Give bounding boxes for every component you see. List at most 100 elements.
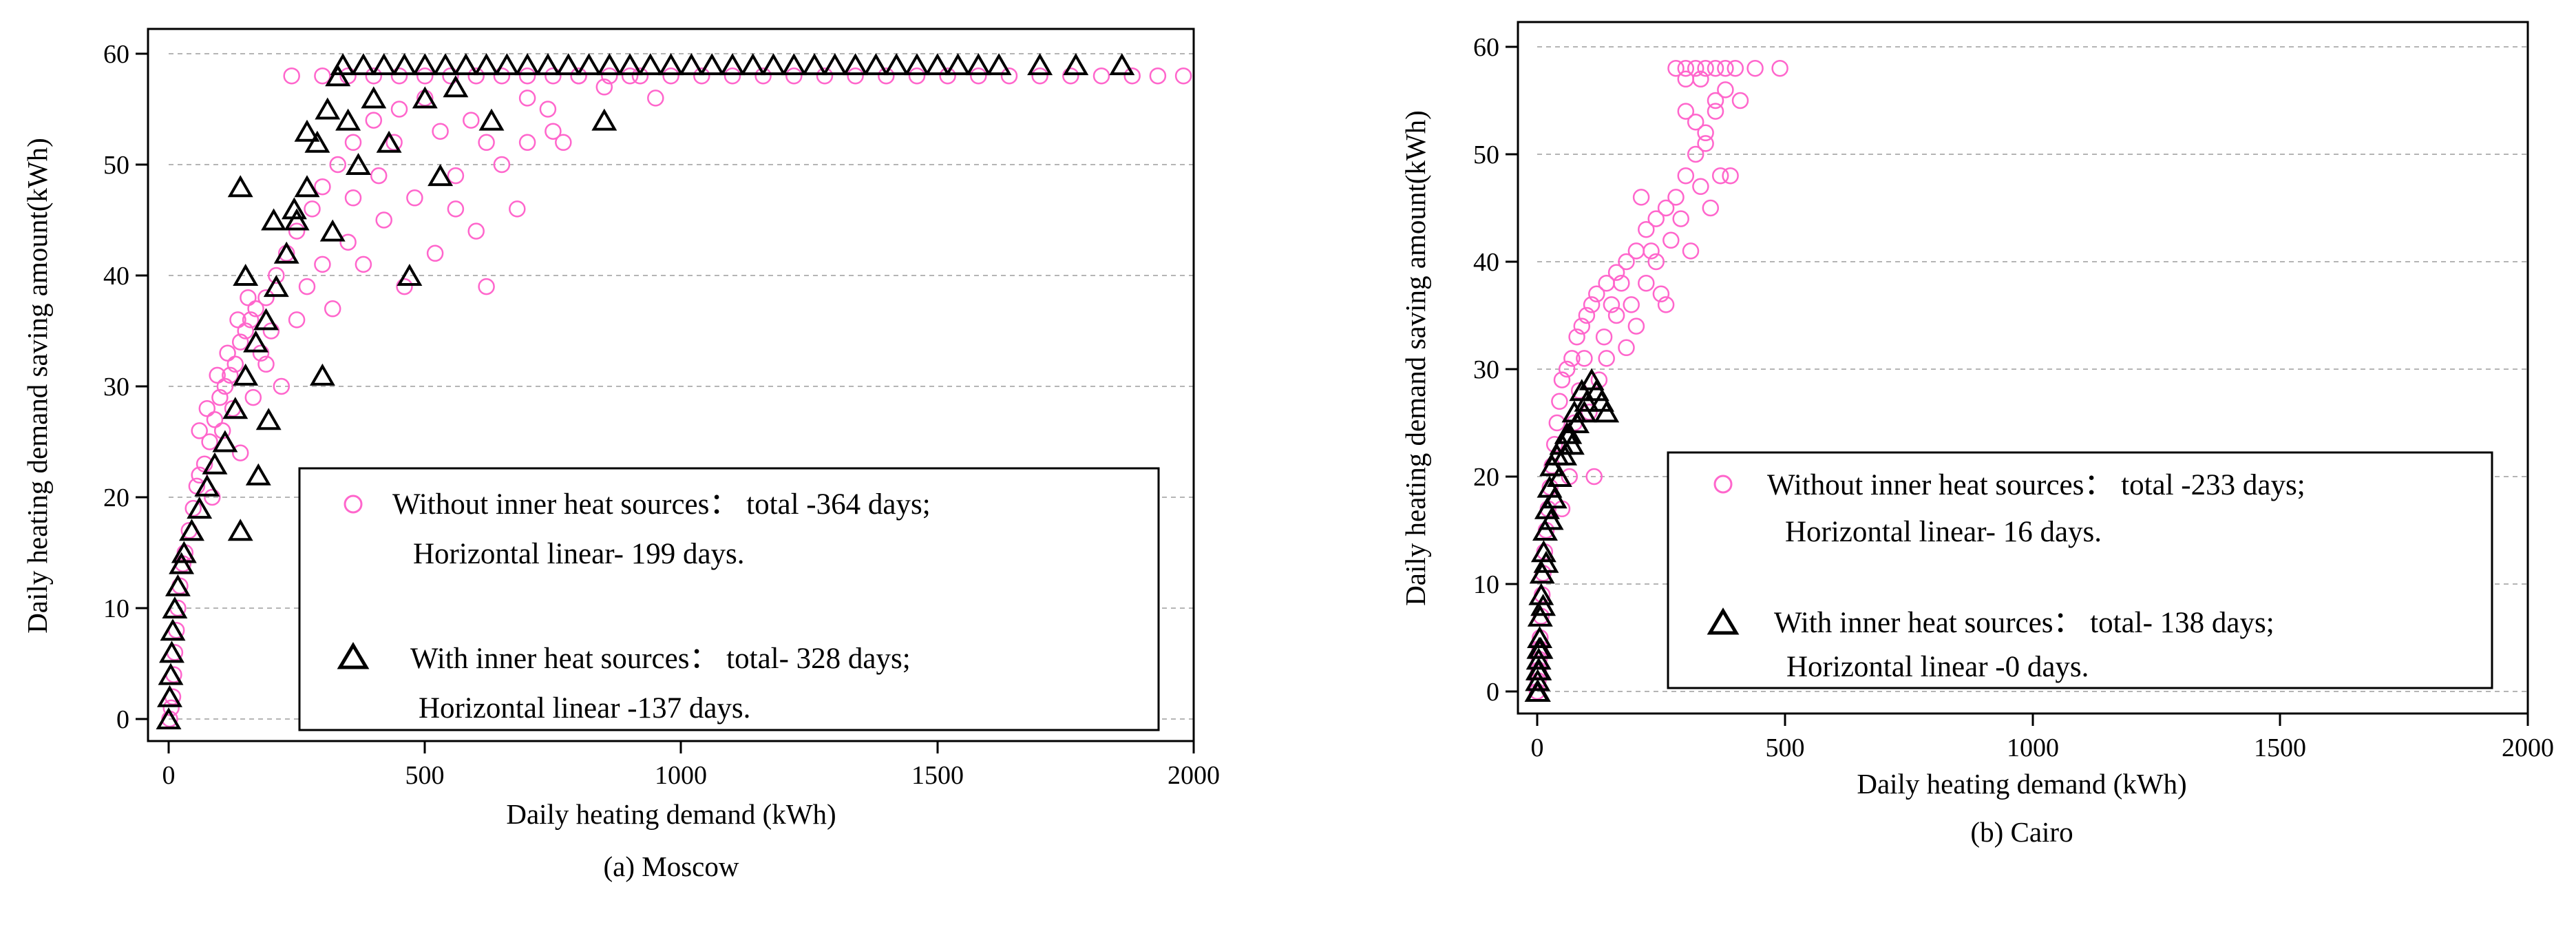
data-point-circle	[1618, 339, 1635, 357]
data-point-circle	[1092, 67, 1110, 85]
y-tick-label: 40	[1473, 248, 1499, 277]
data-point-triangle	[637, 53, 664, 76]
legend-entry-without-line2: Horizontal linear- 16 days.	[1785, 516, 2102, 548]
data-point-circle	[257, 355, 275, 373]
data-point-circle	[662, 67, 679, 85]
x-axis-title: Daily heating demand (kWh)	[1857, 768, 2186, 800]
data-point-circle	[1682, 242, 1700, 260]
figure-caption: (b) Cairo	[1970, 816, 2073, 848]
data-point-circle	[939, 67, 956, 85]
data-point-circle	[288, 222, 306, 240]
data-point-circle	[1652, 285, 1670, 303]
data-point-triangle	[443, 75, 469, 98]
data-point-circle	[1603, 296, 1620, 313]
legend-entry-without-line1: Without inner heat sources： total -233 d…	[1767, 469, 2305, 501]
data-point-circle	[1687, 145, 1704, 163]
y-tick-label: 20	[1473, 463, 1499, 492]
data-point-circle	[724, 67, 741, 85]
y-tick-label: 30	[1473, 355, 1499, 384]
data-point-circle	[365, 67, 383, 85]
data-point-circle	[601, 67, 618, 85]
data-point-circle	[1677, 70, 1695, 88]
data-point-triangle	[376, 130, 402, 153]
legend: Without inner heat sources： total -364 d…	[298, 467, 1160, 731]
data-point-circle	[518, 90, 536, 107]
data-point-circle	[1707, 92, 1724, 110]
data-point-triangle	[412, 53, 438, 76]
data-point-triangle	[556, 53, 582, 76]
y-tick-label: 20	[103, 483, 129, 512]
data-point-circle	[298, 278, 316, 295]
data-point-circle	[1627, 317, 1645, 335]
data-point-triangle	[233, 263, 259, 286]
data-point-triangle	[255, 408, 282, 430]
data-point-triangle	[925, 53, 951, 76]
y-axis-title: Daily heating demand saving amount(kWh)	[21, 138, 53, 634]
data-point-circle	[1576, 350, 1593, 367]
data-point-circle	[240, 289, 257, 306]
data-point-circle	[1731, 92, 1749, 110]
data-point-circle	[283, 67, 300, 85]
data-point-triangle	[1525, 647, 1552, 670]
data-point-circle	[324, 300, 341, 317]
data-point-triangle	[478, 108, 505, 131]
data-point-triangle	[325, 64, 351, 87]
data-point-circle	[355, 256, 372, 273]
data-point-triangle	[361, 86, 387, 109]
data-point-circle	[1174, 67, 1192, 85]
data-point-triangle	[335, 108, 361, 131]
data-point-triangle	[261, 208, 287, 231]
data-point-triangle	[227, 175, 253, 198]
data-point-circle	[509, 200, 526, 218]
data-point-triangle	[1556, 421, 1583, 444]
data-point-circle	[257, 289, 275, 306]
data-point-triangle	[1525, 669, 1551, 691]
data-point-triangle	[1546, 464, 1572, 487]
data-point-circle	[1638, 220, 1655, 238]
data-point-circle	[518, 67, 536, 85]
data-point-circle	[647, 90, 664, 107]
data-point-circle	[201, 433, 218, 450]
data-point-circle	[1595, 328, 1613, 346]
data-points	[156, 53, 1192, 729]
data-point-circle	[555, 134, 572, 152]
data-point-triangle	[160, 618, 186, 641]
data-point-circle	[219, 344, 236, 362]
data-point-triangle	[243, 330, 269, 353]
data-point-triangle	[1109, 53, 1135, 76]
data-point-triangle	[474, 53, 500, 76]
data-point-circle	[268, 267, 285, 284]
data-point-circle	[493, 156, 511, 174]
data-point-triangle	[1527, 604, 1553, 627]
data-point-triangle	[1552, 443, 1578, 466]
data-point-circle	[206, 411, 224, 428]
x-tick-label: 0	[1531, 733, 1544, 762]
legend-triangle-marker	[1707, 607, 1740, 635]
data-point-circle	[396, 278, 413, 295]
data-point-triangle	[227, 519, 253, 541]
data-point-circle	[539, 101, 557, 118]
data-point-circle	[1687, 59, 1704, 77]
data-point-circle	[1623, 296, 1640, 313]
data-point-triangle	[719, 53, 746, 76]
data-point-triangle	[1063, 53, 1089, 76]
x-tick-label: 0	[162, 761, 176, 790]
data-point-circle	[1643, 242, 1660, 260]
y-tick-label: 0	[1486, 678, 1499, 707]
plot-frame	[1517, 21, 2529, 715]
data-point-circle	[1568, 328, 1585, 346]
data-point-circle	[467, 67, 485, 85]
data-point-circle	[545, 67, 562, 85]
data-point-triangle	[1532, 518, 1558, 541]
data-point-circle	[247, 300, 264, 317]
data-point-circle	[390, 67, 408, 85]
data-point-circle	[426, 244, 444, 262]
data-point-triangle	[1574, 389, 1600, 412]
data-point-circle	[231, 333, 249, 351]
y-tick-label: 60	[1473, 33, 1499, 62]
data-point-circle	[1598, 350, 1615, 367]
data-point-circle	[198, 399, 216, 417]
data-point-circle	[1551, 393, 1568, 410]
data-point-circle	[314, 178, 331, 196]
